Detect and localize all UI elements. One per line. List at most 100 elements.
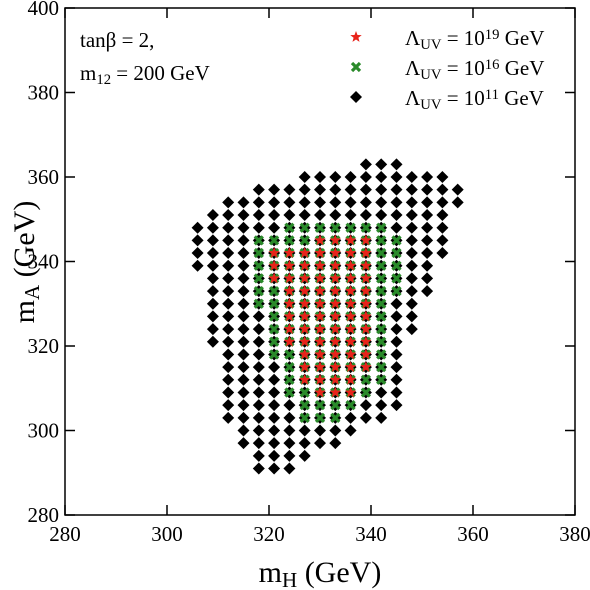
data-point xyxy=(344,209,357,222)
data-point xyxy=(252,310,265,323)
data-point xyxy=(268,323,280,335)
data-point xyxy=(314,183,326,196)
legend-label: ΛUV = 1019 GeV xyxy=(405,26,544,53)
data-point xyxy=(252,361,265,374)
data-point xyxy=(314,196,326,209)
data-point xyxy=(252,209,265,222)
data-point xyxy=(436,196,449,209)
data-point xyxy=(344,335,357,347)
data-point xyxy=(314,400,326,411)
data-point xyxy=(421,221,434,234)
data-point xyxy=(344,373,357,385)
data-point xyxy=(284,222,295,233)
data-point xyxy=(298,285,311,296)
annotation: tanβ = 2, xyxy=(80,28,154,52)
data-point xyxy=(329,348,342,360)
data-point xyxy=(344,171,357,183)
data-point xyxy=(237,221,250,234)
data-point xyxy=(237,272,250,285)
data-point xyxy=(390,335,403,348)
data-point xyxy=(405,285,418,298)
data-point xyxy=(268,259,280,271)
data-point xyxy=(360,335,372,347)
data-point xyxy=(390,221,403,234)
data-point xyxy=(390,361,403,374)
data-point xyxy=(314,171,326,183)
data-point xyxy=(252,411,265,424)
data-point xyxy=(314,386,326,398)
data-point xyxy=(283,399,296,412)
data-point xyxy=(283,209,296,222)
data-point xyxy=(298,424,311,437)
data-point xyxy=(268,272,280,284)
data-point xyxy=(237,196,250,209)
data-point xyxy=(375,411,388,424)
data-point xyxy=(375,386,388,399)
data-point xyxy=(329,424,342,437)
data-point xyxy=(237,247,250,260)
data-point xyxy=(360,323,372,334)
data-point xyxy=(314,234,326,246)
data-point xyxy=(268,196,281,209)
data-point xyxy=(268,235,280,246)
data-point xyxy=(237,361,250,374)
data-point xyxy=(314,361,326,372)
data-point xyxy=(314,272,326,284)
data-point xyxy=(298,361,311,372)
y-tick-label: 380 xyxy=(28,81,60,105)
x-tick-label: 280 xyxy=(49,522,81,546)
data-point xyxy=(298,373,311,385)
data-point xyxy=(283,437,296,450)
data-point xyxy=(359,183,372,196)
data-point xyxy=(359,196,372,209)
data-point xyxy=(376,222,387,233)
data-point xyxy=(344,310,357,322)
data-point xyxy=(405,259,418,272)
data-point xyxy=(421,247,434,260)
data-point xyxy=(360,297,372,309)
data-point xyxy=(329,259,342,271)
data-point xyxy=(421,171,434,183)
data-point xyxy=(329,285,342,296)
data-point xyxy=(237,285,250,298)
data-point xyxy=(360,222,372,233)
data-point xyxy=(268,336,280,347)
data-point xyxy=(390,297,403,310)
data-point xyxy=(268,437,281,450)
data-point xyxy=(222,348,235,361)
data-point xyxy=(283,259,296,271)
data-point xyxy=(390,399,403,412)
data-point xyxy=(405,297,418,310)
data-point xyxy=(298,196,311,209)
legend-marker xyxy=(350,61,362,73)
data-point xyxy=(375,183,388,196)
data-point xyxy=(283,424,296,437)
data-point xyxy=(405,234,418,247)
y-tick-label: 320 xyxy=(28,334,60,358)
data-point xyxy=(436,234,449,247)
data-point xyxy=(314,412,326,423)
data-point xyxy=(284,387,295,398)
data-point xyxy=(360,348,372,360)
data-point xyxy=(283,411,296,424)
data-point xyxy=(405,196,418,209)
data-point xyxy=(252,335,265,348)
data-point xyxy=(390,348,403,361)
data-point xyxy=(329,171,342,183)
x-tick-label: 380 xyxy=(559,522,590,546)
data-point xyxy=(376,298,387,309)
data-point xyxy=(405,272,418,285)
data-point xyxy=(360,259,372,271)
data-point xyxy=(206,247,219,260)
data-point xyxy=(391,285,402,297)
y-tick-label: 400 xyxy=(28,0,60,20)
data-point xyxy=(206,209,219,222)
data-point xyxy=(206,335,219,348)
data-point xyxy=(268,183,281,196)
data-point xyxy=(284,349,295,360)
data-point xyxy=(222,310,235,323)
data-point xyxy=(314,373,326,385)
data-point xyxy=(191,221,204,234)
data-point xyxy=(253,285,264,297)
